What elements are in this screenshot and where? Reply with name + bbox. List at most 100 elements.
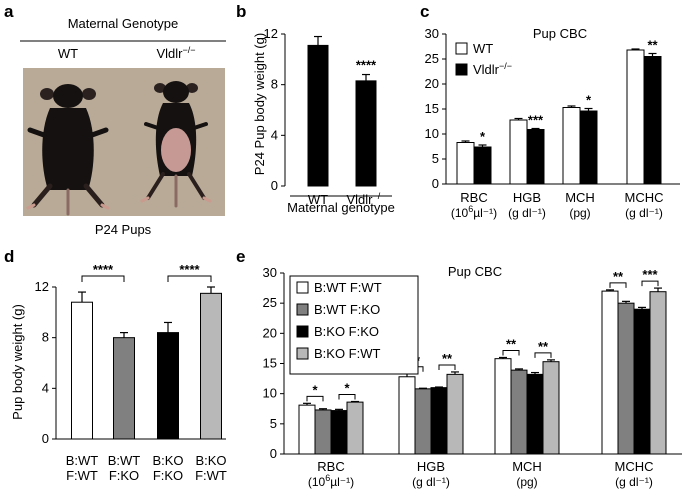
panel-c-chart: c Pup CBC 051015202530*RBC(106µl⁻¹)***HG… [420,2,680,220]
panel-c-significance: ** [647,38,658,53]
panel-d-y-tick-label: 4 [42,380,49,395]
panel-e-significance-bracket [534,352,552,358]
panel-c-bar [509,119,528,185]
panel-c-unit-sup: 6 [468,204,473,214]
panel-c-legend-swatch [455,63,468,76]
panel-d-y-tick-label: 0 [42,431,49,446]
panel-d-chart: d Pup body weight (g) 04812B:WTF:WTB:WTF… [4,247,227,483]
panel-b-y-tick-label: 12 [264,26,278,41]
panel-c-category-label: MCHC [625,190,664,205]
panel-b-y-tick-label: 0 [271,178,278,193]
panel-d-bar [113,337,135,440]
panel-a-label: a [4,2,14,21]
panel-e-significance-bracket [338,394,356,400]
panel-d-bar [71,301,93,440]
panel-c-y-tick-label: 5 [432,151,439,166]
panel-b-bar [307,44,329,187]
panel-e-y-tick-label: 25 [263,295,277,310]
panel-e-bar [346,401,364,455]
panel-a-header: Maternal Genotype [68,16,179,31]
panel-c-legend-swatch [455,42,468,55]
panel-d-significance-bracket [167,275,212,282]
panel-e-unit-text: (g dl⁻¹) [615,475,653,489]
panel-d-category-label: B:KO [195,453,226,468]
panel-e-legend-box [289,275,419,375]
panel-e-title: Pup CBC [448,264,502,279]
panel-c-bar [456,142,475,185]
panel-e-chart: e Pup CBC 051015202530RBC(106µl⁻¹)HGB(g … [236,247,682,489]
panel-e-legend: B:WT F:WT B:WT F:KO B:KO F:KO B:KO F:WT [289,275,419,375]
panel-e-legend-label: B:KO F:KO [314,324,379,339]
panel-c-y-tick-label: 25 [425,51,439,66]
panel-e-bar [414,388,432,455]
panel-e-legend-swatch [296,347,309,360]
panel-e-label: e [236,247,245,266]
panel-e-bar [649,291,667,455]
panel-e-bar [526,373,544,455]
panel-e-bar [446,373,464,455]
panel-b-category-main: WT [308,192,328,207]
panel-e-legend-label: B:KO F:WT [314,346,381,361]
ko-mouse-image [140,81,212,208]
panel-e-bar [330,410,348,455]
panel-e-y-tick-label: 30 [263,265,277,280]
panel-b-bar [355,80,377,187]
panel-e-significance: ** [506,336,517,351]
panel-e-category-unit: (g dl⁻¹) [615,475,653,489]
panel-e-significance-bracket [609,282,627,288]
panel-c-category-unit: (106µl⁻¹) [451,204,497,220]
panel-e-significance-bracket [502,349,520,356]
panel-b-xlabel: Maternal genotype [287,200,395,215]
panel-c-y-tick-label: 10 [425,126,439,141]
panel-e-bar [633,308,651,455]
panel-c-unit-text: (pg) [569,206,590,220]
panel-e-legend-label: B:WT F:KO [314,302,380,317]
panel-e-bar [494,358,512,455]
panel-b-category-label: WT [308,192,328,207]
panel-c-significance: *** [528,113,544,128]
panel-c-y-tick-label: 0 [432,176,439,191]
panel-e-significance: * [344,381,350,396]
panel-e-bar [398,376,416,455]
panel-b-significance: **** [356,58,377,73]
panel-c-y-tick-label: 15 [425,101,439,116]
panel-e-y-tick-label: 10 [263,386,277,401]
panel-d-significance-bracket [81,275,125,282]
panel-e-bar [430,387,448,455]
panel-c-category-label: RBC [460,190,487,205]
panel-e-y-tick-label: 15 [263,356,277,371]
panel-c-legend: WT Vldlr−/− [455,41,512,77]
panel-e-category-label: MCH [512,459,542,474]
panel-d-significance: **** [93,262,114,277]
panel-d-category-label: B:WT [108,453,141,468]
panel-c-bar [473,146,492,185]
panel-c-category-unit: (g dl⁻¹) [625,206,663,220]
panel-c-bar [579,110,598,185]
panel-e-unit-text: (10 [308,475,326,489]
panel-d-category-label: F:WT [195,468,227,483]
panel-b-chart: b P24 Pup body weight (g) Maternal genot… [236,2,395,215]
panel-b-ylabel: P24 Pup body weight (g) [252,33,267,175]
panel-e-legend-label: B:WT F:WT [314,280,382,295]
panel-c-y-tick-label: 30 [425,26,439,41]
panel-e-unit-text: (g dl⁻¹) [412,475,450,489]
panel-b-y-tick-label: 4 [271,127,278,142]
panel-e-category-label: HGB [417,459,445,474]
panel-c-category-unit: (pg) [569,206,590,220]
panel-d-category-label: B:WT [66,453,99,468]
panel-d-label: d [4,247,14,266]
panel-c-title: Pup CBC [533,26,587,41]
panel-c-category-label: MCH [565,190,595,205]
panel-c-unit-text: (g dl⁻¹) [508,206,546,220]
panel-e-y-tick-label: 0 [270,446,277,461]
panel-c-unit-post: µl⁻¹) [473,206,497,220]
panel-a-col-ko: Vldlr−/− [156,45,195,61]
panel-e-y-tick-label: 20 [263,325,277,340]
panel-c-unit-text: (10 [451,206,469,220]
panel-c-significance: * [480,129,486,144]
panel-e-category-unit: (pg) [516,475,537,489]
panel-e-significance-bracket [306,395,324,402]
panel-b-label: b [236,2,246,21]
panel-e-bar [314,409,332,455]
panel-c-bar [526,129,545,185]
